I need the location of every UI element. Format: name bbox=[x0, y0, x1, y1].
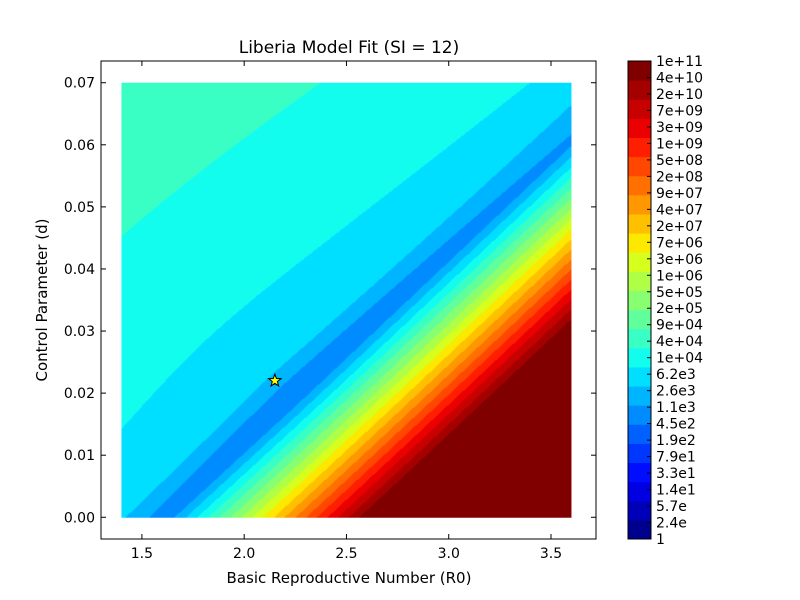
colorbar-segment bbox=[628, 213, 651, 234]
axes-frame bbox=[100, 60, 597, 540]
colorbar-tick-label: 5.7e bbox=[656, 499, 687, 515]
colorbar-tick-label: 1 bbox=[656, 532, 665, 548]
colorbar-segment bbox=[628, 500, 651, 521]
best-fit-layer bbox=[267, 372, 283, 388]
x-axis-ticks: 1.5 2.0 2.5 3.0 3.5 bbox=[131, 61, 562, 562]
colorbar-segment bbox=[628, 99, 651, 119]
plot-area: 1.5 2.0 2.5 3.0 3.5 0.00 0.01 0.02 0.03 0.04 0.05… bbox=[64, 60, 597, 562]
colorbar-tick-label: 9e+04 bbox=[656, 318, 703, 334]
y-tick-label: 0.02 bbox=[64, 386, 95, 402]
colorbar-segment bbox=[628, 233, 651, 253]
chart-title: Liberia Model Fit (SI = 12) bbox=[239, 38, 460, 58]
colorbar-tick-label: 4e+07 bbox=[656, 202, 703, 218]
colorbar-segment bbox=[628, 137, 651, 158]
colorbar-segment bbox=[628, 347, 651, 368]
colorbar-tick-label: 1e+06 bbox=[656, 268, 703, 284]
colorbar-segment bbox=[628, 194, 651, 215]
colorbar-segment bbox=[628, 462, 651, 483]
colorbar-segment bbox=[628, 519, 651, 540]
colorbar-segment bbox=[628, 252, 651, 272]
colorbar-tick-label: 3.3e1 bbox=[656, 466, 696, 482]
colorbar-segment bbox=[628, 290, 651, 311]
colorbar-tick-label: 4e+04 bbox=[656, 334, 703, 350]
colorbar-segment bbox=[628, 481, 651, 502]
colorbar-segment bbox=[628, 405, 651, 425]
y-tick-label: 0.00 bbox=[64, 510, 95, 526]
colorbar-segment bbox=[628, 328, 651, 349]
colorbar-segment bbox=[628, 80, 651, 100]
y-tick-label: 0.01 bbox=[64, 448, 95, 464]
x-tick-label: 1.5 bbox=[131, 546, 153, 562]
colorbar-tick-label: 9e+07 bbox=[656, 186, 703, 202]
colorbar-tick-label: 2e+10 bbox=[656, 87, 703, 103]
colorbar-frame bbox=[627, 60, 652, 540]
x-tick-label: 3.5 bbox=[540, 546, 562, 562]
colorbar-segment bbox=[628, 366, 651, 387]
colorbar-tick-label: 2e+07 bbox=[656, 219, 703, 235]
colorbar-tick-label: 3e+09 bbox=[656, 120, 703, 136]
colorbar-tick-label: 1e+11 bbox=[656, 54, 703, 70]
x-tick-label: 2.0 bbox=[233, 546, 255, 562]
colorbar-tick-label: 2.4e bbox=[656, 516, 687, 532]
y-tick-label: 0.03 bbox=[64, 324, 95, 340]
y-tick-label: 0.06 bbox=[64, 138, 95, 154]
colorbar-tick-label: 1e+09 bbox=[656, 136, 703, 152]
colorbar-segment bbox=[628, 175, 651, 196]
colorbar-tick-label: 7e+06 bbox=[656, 235, 703, 251]
colorbar-tick-label: 5e+05 bbox=[656, 285, 703, 301]
y-axis-label: Control Parameter (d) bbox=[33, 218, 51, 381]
contour-fill-layer bbox=[121, 82, 572, 518]
x-tick-label: 2.5 bbox=[335, 546, 357, 562]
colorbar-tick-label: 2e+08 bbox=[656, 169, 703, 185]
colorbar-tick-label: 1.1e3 bbox=[656, 400, 696, 416]
colorbar-segment bbox=[628, 424, 651, 444]
y-axis-ticks: 0.00 0.01 0.02 0.03 0.04 0.05 0.06 0.07 bbox=[64, 76, 596, 526]
y-tick-label: 0.04 bbox=[64, 262, 95, 278]
best-fit-star-marker bbox=[267, 372, 283, 388]
colorbar-tick-label: 5e+08 bbox=[656, 153, 703, 169]
colorbar-tick-label: 4.5e2 bbox=[656, 417, 696, 433]
colorbar-tick-label: 1.4e1 bbox=[656, 483, 696, 499]
colorbar-segment bbox=[628, 271, 651, 291]
colorbar-tick-label: 7e+09 bbox=[656, 103, 703, 119]
colorbar-segment bbox=[628, 443, 651, 464]
colorbar-segment bbox=[628, 61, 651, 81]
contour-fill bbox=[121, 82, 572, 518]
x-axis-label: Basic Reproductive Number (R0) bbox=[227, 569, 472, 587]
colorbar-segment bbox=[628, 386, 651, 406]
colorbar-tick-label: 2e+05 bbox=[656, 301, 703, 317]
x-tick-label: 3.0 bbox=[438, 546, 460, 562]
colorbar-tick-label: 4e+10 bbox=[656, 70, 703, 86]
y-tick-label: 0.07 bbox=[64, 76, 95, 92]
colorbar-segment bbox=[628, 118, 651, 138]
colorbar-tick-label: 3e+06 bbox=[656, 252, 703, 268]
colorbar-tick-label: 1e+04 bbox=[656, 351, 703, 367]
colorbar-tick-label: 2.6e3 bbox=[656, 384, 696, 400]
colorbar-tick-label: 6.2e3 bbox=[656, 367, 696, 383]
colorbar-tick-label: 1.9e2 bbox=[656, 433, 696, 449]
y-tick-label: 0.05 bbox=[64, 200, 95, 216]
colorbar-segment bbox=[628, 309, 651, 330]
colorbar-segment bbox=[628, 156, 651, 177]
colorbar-tick-label: 7.9e1 bbox=[656, 450, 696, 466]
colorbar: 12.4e5.7e1.4e13.3e17.9e11.9e24.5e21.1e32… bbox=[627, 54, 703, 548]
